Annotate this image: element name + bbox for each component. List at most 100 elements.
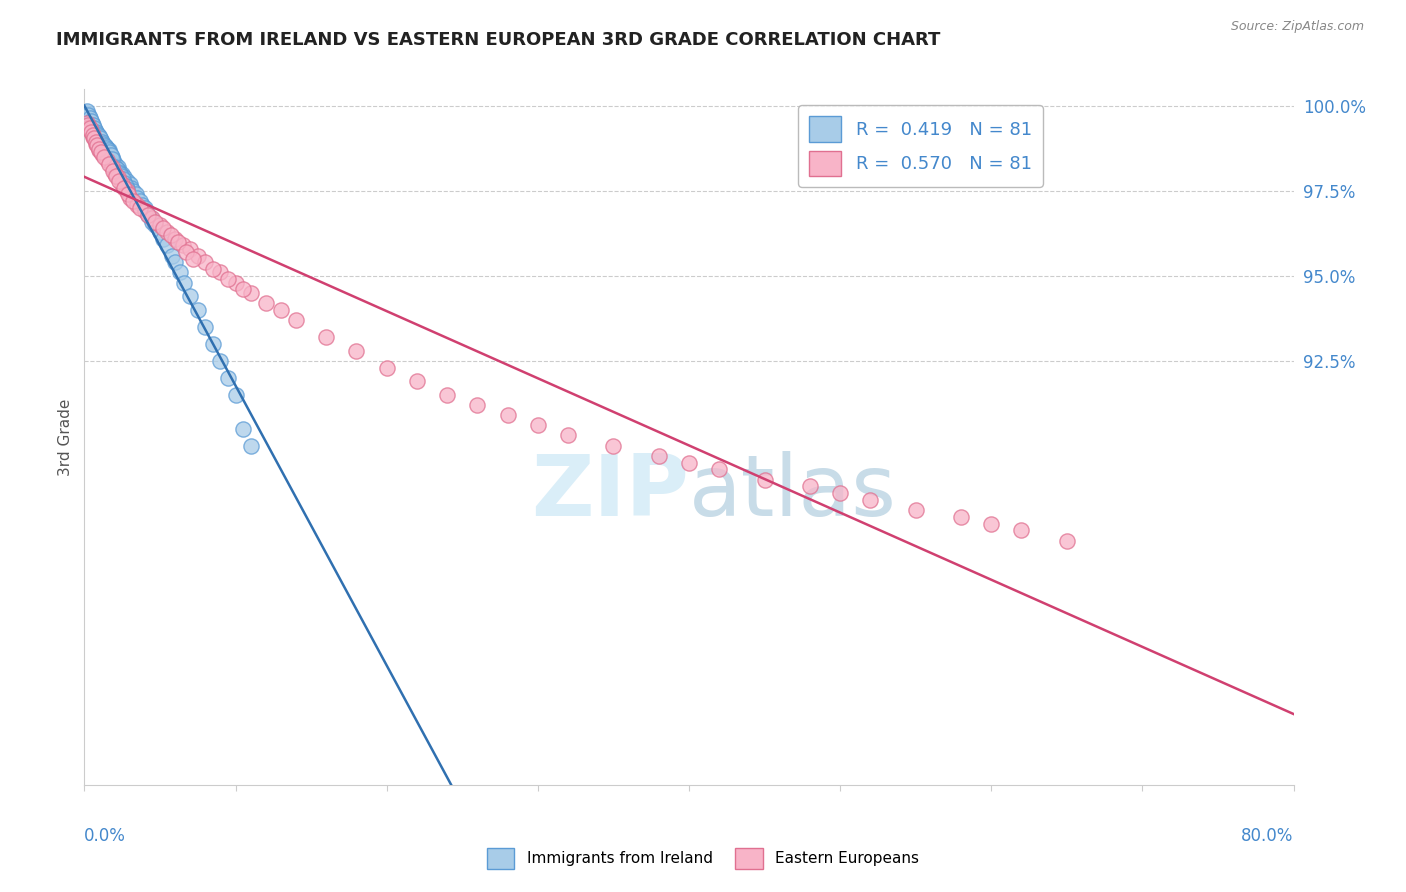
Point	[121, 184, 143, 198]
Point	[80, 125, 103, 139]
Point	[156, 238, 179, 252]
Point	[179, 242, 201, 256]
Point	[77, 109, 100, 123]
Point	[90, 135, 112, 149]
Point	[76, 104, 98, 119]
Point	[87, 129, 110, 144]
Point	[165, 255, 187, 269]
Point	[225, 276, 247, 290]
Point	[159, 228, 181, 243]
Legend: Immigrants from Ireland, Eastern Europeans: Immigrants from Ireland, Eastern Europea…	[481, 841, 925, 875]
Point	[115, 174, 138, 188]
Point	[89, 143, 111, 157]
Point	[904, 503, 927, 517]
Point	[104, 167, 127, 181]
Text: 80.0%: 80.0%	[1241, 827, 1294, 845]
Point	[82, 129, 104, 144]
Point	[101, 152, 124, 166]
Point	[94, 139, 117, 153]
Point	[108, 163, 131, 178]
Point	[239, 439, 262, 453]
Point	[141, 214, 163, 228]
Point	[89, 129, 111, 144]
Point	[105, 159, 128, 173]
Point	[115, 184, 138, 198]
Point	[187, 302, 209, 317]
Point	[107, 170, 129, 185]
Point	[79, 112, 101, 127]
Text: 0.0%: 0.0%	[84, 827, 127, 845]
Point	[169, 265, 191, 279]
Point	[496, 408, 519, 422]
Point	[254, 296, 277, 310]
Point	[232, 421, 254, 435]
Point	[82, 128, 104, 142]
Point	[94, 140, 117, 154]
Point	[100, 161, 122, 175]
Point	[111, 167, 134, 181]
Point	[112, 176, 135, 190]
Point	[201, 336, 224, 351]
Point	[181, 252, 204, 266]
Point	[90, 133, 112, 147]
Point	[118, 191, 141, 205]
Point	[950, 509, 973, 524]
Point	[129, 194, 152, 209]
Point	[82, 118, 104, 132]
Point	[101, 163, 124, 178]
Point	[557, 428, 579, 442]
Point	[830, 486, 852, 500]
Point	[160, 248, 183, 262]
Point	[90, 145, 112, 159]
Point	[232, 282, 254, 296]
Point	[167, 235, 190, 249]
Point	[77, 120, 100, 134]
Point	[125, 187, 148, 202]
Point	[152, 221, 174, 235]
Point	[602, 439, 624, 453]
Point	[86, 138, 108, 153]
Point	[165, 231, 187, 245]
Point	[117, 187, 139, 202]
Point	[134, 204, 156, 219]
Point	[100, 148, 122, 162]
Point	[270, 302, 292, 317]
Point	[104, 160, 127, 174]
Point	[678, 456, 700, 470]
Point	[105, 161, 128, 176]
Point	[172, 238, 194, 252]
Point	[129, 201, 152, 215]
Point	[84, 123, 107, 137]
Point	[709, 462, 731, 476]
Point	[139, 211, 162, 226]
Point	[131, 197, 153, 211]
Point	[225, 387, 247, 401]
Point	[110, 169, 132, 183]
Point	[118, 178, 141, 192]
Point	[111, 178, 134, 192]
Point	[80, 126, 103, 140]
Point	[406, 374, 429, 388]
Point	[76, 116, 98, 130]
Point	[754, 473, 776, 487]
Point	[375, 360, 398, 375]
Point	[115, 178, 138, 193]
Point	[136, 208, 159, 222]
Point	[76, 106, 98, 120]
Point	[217, 370, 239, 384]
Point	[436, 387, 458, 401]
Point	[105, 169, 128, 183]
Legend: R =  0.419   N = 81, R =  0.570   N = 81: R = 0.419 N = 81, R = 0.570 N = 81	[799, 105, 1043, 187]
Point	[108, 174, 131, 188]
Point	[859, 492, 882, 507]
Point	[194, 319, 217, 334]
Point	[980, 516, 1002, 531]
Point	[149, 218, 172, 232]
Point	[89, 131, 111, 145]
Point	[91, 136, 114, 151]
Point	[82, 120, 104, 134]
Point	[149, 225, 172, 239]
Point	[79, 121, 101, 136]
Point	[315, 330, 337, 344]
Text: ZIP: ZIP	[531, 451, 689, 534]
